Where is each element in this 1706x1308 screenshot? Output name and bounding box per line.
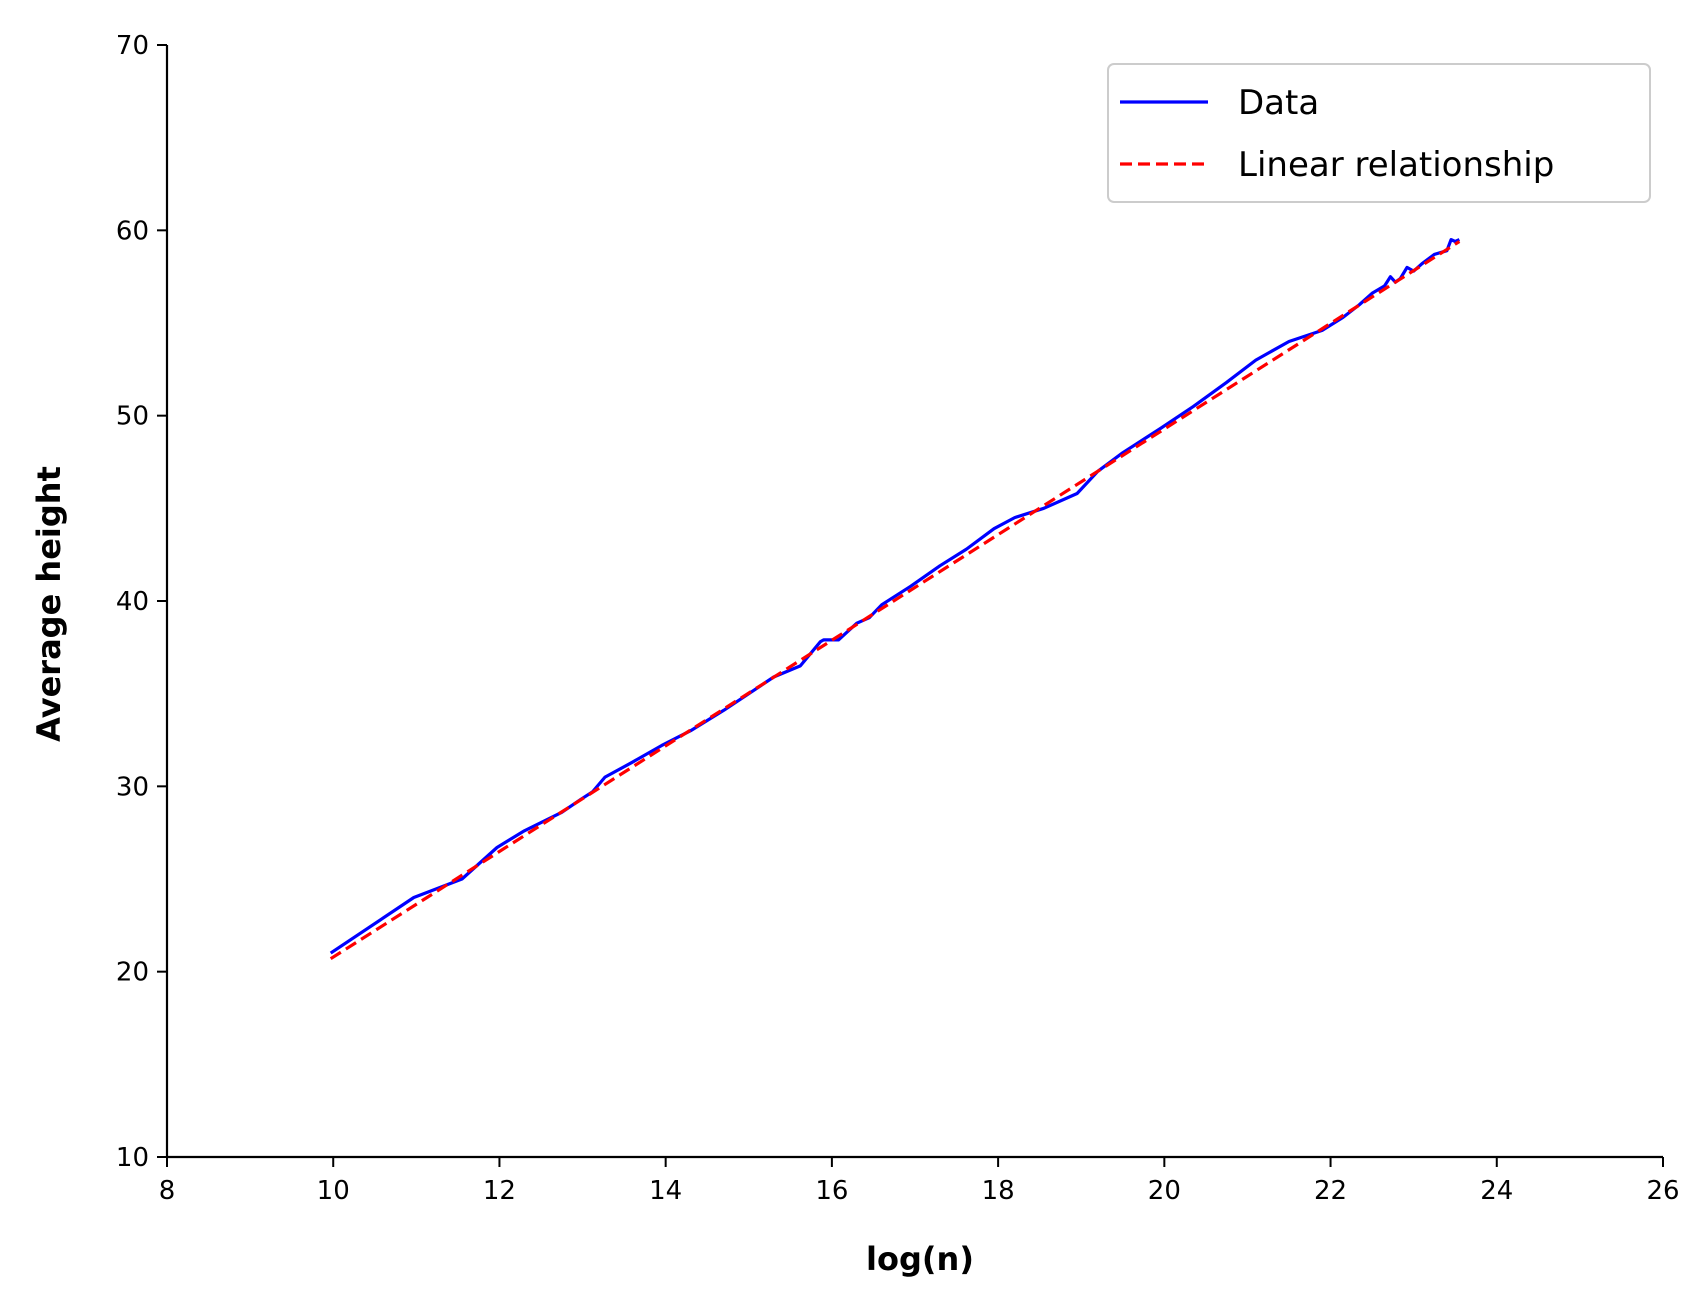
legend-label-data: Data [1238,83,1319,123]
legend-box [1107,63,1651,203]
y-tick-label: 30 [116,772,149,802]
x-ticks: 8 10 12 14 16 18 20 22 24 26 [159,1157,1680,1206]
x-axis-title: log(n) [866,1240,974,1278]
series-line-data [329,238,1461,955]
series-layer [329,238,1461,961]
x-tick-label: 14 [649,1176,682,1206]
y-ticks: 10 20 30 40 50 60 70 [116,31,167,1173]
x-tick-label: 20 [1148,1176,1181,1206]
x-tick-label: 16 [815,1176,848,1206]
x-tick-label: 22 [1314,1176,1347,1206]
x-tick-label: 18 [982,1176,1015,1206]
x-tick-label: 26 [1646,1176,1679,1206]
y-tick-label: 60 [116,216,149,246]
y-tick-label: 50 [116,402,149,432]
x-tick-label: 8 [159,1176,176,1206]
y-axis-title: Average height [30,466,68,742]
legend: Data Linear relationship [1107,63,1651,203]
y-tick-label: 40 [116,587,149,617]
y-tick-label: 20 [116,958,149,988]
y-tick-label: 70 [116,31,149,61]
legend-label-linear: Linear relationship [1238,145,1554,185]
x-tick-label: 24 [1480,1176,1513,1206]
plot-area: 8 10 12 14 16 18 20 22 24 26 10 20 30 40 50 60 70 [116,31,1680,1206]
series-line-linear-relationship [329,240,1461,961]
x-tick-label: 10 [317,1176,350,1206]
y-tick-label: 10 [116,1143,149,1173]
x-tick-label: 12 [483,1176,516,1206]
